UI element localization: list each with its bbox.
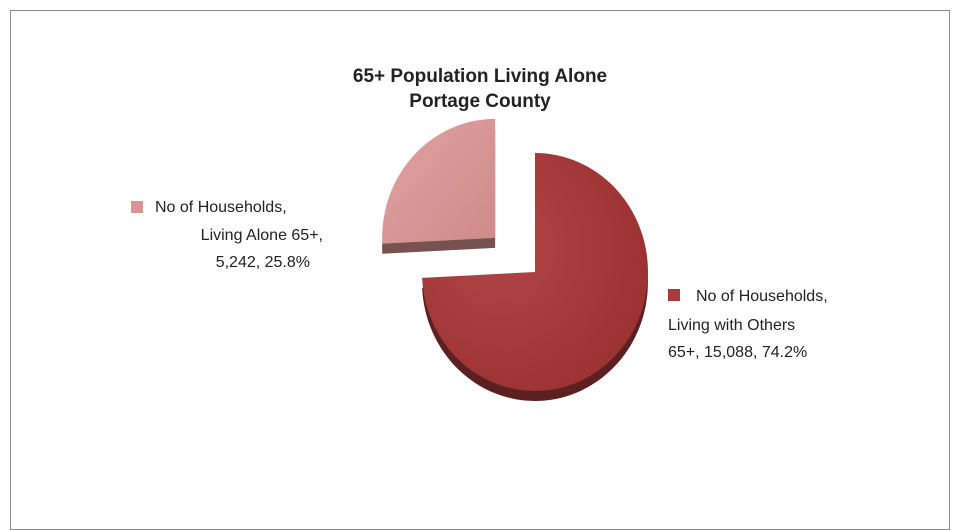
slice-label-living-with-others-line-2: Living with Others [668, 317, 795, 334]
legend-swatch-living-alone [131, 201, 143, 213]
legend-swatch-living-with-others [668, 289, 680, 301]
slice-label-living-alone-line-1: No of Households, [155, 199, 287, 216]
pie-slices [382, 118, 648, 401]
chart-title: 65+ Population Living Alone Portage Coun… [353, 66, 607, 112]
chart-title-line-2: Portage County [409, 91, 551, 112]
slice-label-living-with-others-line-1: No of Households, [696, 288, 828, 305]
pie-slice-0 [382, 118, 496, 244]
pie-slice-1 [422, 153, 648, 391]
slice-label-living-with-others: No of Households, Living with Others 65+… [668, 288, 828, 361]
chart-frame [10, 10, 950, 530]
slice-label-living-alone: No of Households, Living Alone 65+, 5,24… [131, 199, 323, 271]
pie-chart: 65+ Population Living Alone Portage Coun… [131, 66, 828, 401]
slice-label-living-alone-line-2: Living Alone 65+, [201, 227, 323, 244]
chart-title-line-1: 65+ Population Living Alone [353, 66, 607, 87]
slice-label-living-alone-line-3: 5,242, 25.8% [216, 254, 310, 271]
slice-label-living-with-others-line-3: 65+, 15,088, 74.2% [668, 344, 807, 361]
